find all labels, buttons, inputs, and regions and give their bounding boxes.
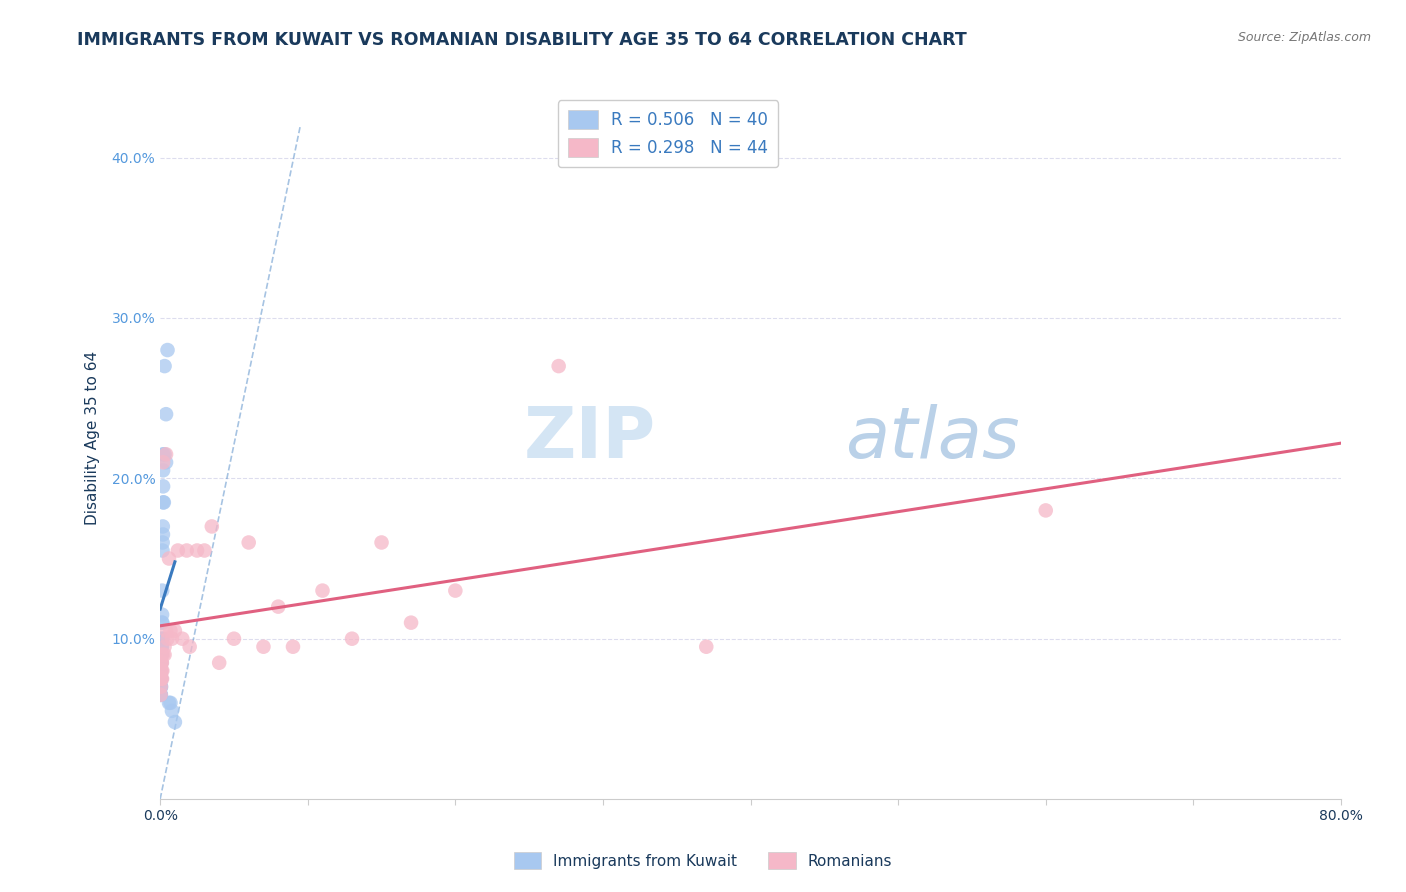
- Point: [152, 535, 174, 549]
- Point: [150, 656, 173, 670]
- Point: [152, 455, 174, 469]
- Point: [149, 680, 172, 694]
- Point: [340, 632, 363, 646]
- Point: [150, 664, 173, 678]
- Point: [150, 672, 173, 686]
- Point: [155, 407, 177, 421]
- Point: [150, 672, 173, 686]
- Point: [150, 648, 173, 662]
- Point: [150, 656, 173, 670]
- Point: [150, 615, 173, 630]
- Point: [159, 696, 181, 710]
- Y-axis label: Disability Age 35 to 64: Disability Age 35 to 64: [86, 351, 100, 525]
- Point: [267, 599, 290, 614]
- Point: [208, 656, 231, 670]
- Point: [149, 664, 172, 678]
- Point: [150, 607, 173, 622]
- Point: [157, 696, 180, 710]
- Legend: Immigrants from Kuwait, Romanians: Immigrants from Kuwait, Romanians: [508, 846, 898, 875]
- Point: [153, 648, 176, 662]
- Point: [695, 640, 717, 654]
- Point: [150, 672, 173, 686]
- Point: [281, 640, 304, 654]
- Point: [149, 688, 172, 702]
- Point: [150, 648, 173, 662]
- Point: [155, 624, 177, 638]
- Point: [186, 543, 208, 558]
- Point: [1035, 503, 1057, 517]
- Point: [163, 715, 186, 730]
- Point: [201, 519, 224, 533]
- Point: [152, 527, 174, 541]
- Point: [150, 656, 173, 670]
- Legend: R = 0.506   N = 40, R = 0.298   N = 44: R = 0.506 N = 40, R = 0.298 N = 44: [558, 100, 779, 167]
- Point: [150, 656, 173, 670]
- Point: [150, 680, 173, 694]
- Point: [152, 479, 174, 493]
- Point: [238, 535, 260, 549]
- Point: [547, 359, 569, 373]
- Point: [150, 664, 173, 678]
- Point: [370, 535, 392, 549]
- Point: [167, 543, 190, 558]
- Point: [252, 640, 274, 654]
- Point: [149, 680, 172, 694]
- Point: [156, 632, 179, 646]
- Point: [150, 648, 173, 662]
- Point: [399, 615, 422, 630]
- Point: [152, 519, 174, 533]
- Point: [152, 463, 174, 477]
- Text: Source: ZipAtlas.com: Source: ZipAtlas.com: [1237, 31, 1371, 45]
- Text: ZIP: ZIP: [524, 404, 657, 473]
- Point: [153, 447, 176, 461]
- Point: [149, 688, 172, 702]
- Point: [152, 447, 174, 461]
- Point: [222, 632, 245, 646]
- Point: [149, 688, 172, 702]
- Point: [156, 343, 179, 357]
- Point: [159, 624, 181, 638]
- Text: atlas: atlas: [845, 404, 1019, 473]
- Point: [149, 680, 172, 694]
- Point: [150, 583, 173, 598]
- Point: [163, 624, 186, 638]
- Point: [150, 640, 173, 654]
- Point: [153, 359, 176, 373]
- Point: [155, 447, 177, 461]
- Point: [150, 632, 173, 646]
- Point: [152, 648, 174, 662]
- Point: [150, 648, 173, 662]
- Point: [153, 495, 176, 509]
- Point: [150, 664, 173, 678]
- Text: IMMIGRANTS FROM KUWAIT VS ROMANIAN DISABILITY AGE 35 TO 64 CORRELATION CHART: IMMIGRANTS FROM KUWAIT VS ROMANIAN DISAB…: [77, 31, 967, 49]
- Point: [176, 543, 198, 558]
- Point: [149, 688, 172, 702]
- Point: [149, 672, 172, 686]
- Point: [150, 632, 173, 646]
- Point: [157, 551, 180, 566]
- Point: [160, 632, 183, 646]
- Point: [155, 455, 177, 469]
- Point: [193, 543, 215, 558]
- Point: [150, 615, 173, 630]
- Point: [311, 583, 333, 598]
- Point: [150, 672, 173, 686]
- Point: [150, 640, 173, 654]
- Point: [172, 632, 194, 646]
- Point: [152, 543, 174, 558]
- Point: [153, 640, 176, 654]
- Point: [152, 495, 174, 509]
- Point: [179, 640, 201, 654]
- Point: [150, 672, 173, 686]
- Point: [444, 583, 467, 598]
- Point: [160, 704, 183, 718]
